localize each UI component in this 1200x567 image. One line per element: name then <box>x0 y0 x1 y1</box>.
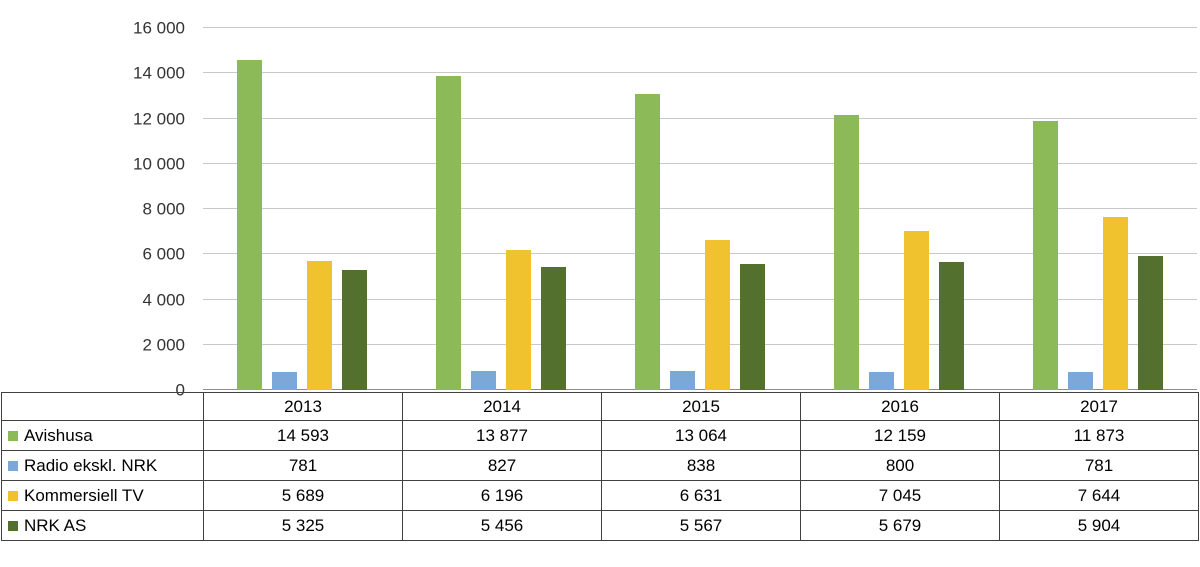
value-cell: 7 045 <box>800 480 1000 511</box>
series-label-cell: Radio ekskl. NRK <box>1 450 204 481</box>
series-name: Avishusa <box>24 425 93 445</box>
bar-radio-ekskl-nrk <box>669 371 695 390</box>
bar-kommersiell-tv <box>506 249 532 390</box>
y-tick-label: 10 000 <box>133 154 185 174</box>
plot-area <box>203 27 1197 390</box>
legend-swatch-avishusa <box>8 430 18 441</box>
year-header-2013: 2013 <box>203 392 403 421</box>
bar-chart: 0 2 000 4 000 6 000 8 000 10 000 12 000 14 000 1… <box>0 20 1197 399</box>
table-head: 2013 2014 2015 2016 2017 <box>1 392 1199 421</box>
value-cell: 13 877 <box>402 420 602 451</box>
value-cell: 7 644 <box>999 480 1199 511</box>
bar-nrk-as <box>739 264 765 390</box>
table-row-avishusa: Avishusa 14 593 13 877 13 064 12 159 11 873 <box>1 420 1199 451</box>
value-cell: 14 593 <box>203 420 403 451</box>
value-cell: 5 325 <box>203 510 403 541</box>
series-label-cell: Avishusa <box>1 420 204 451</box>
bar-avishusa <box>436 76 462 390</box>
table-row-kommersiell-tv: Kommersiell TV 5 689 6 196 6 631 7 045 7 644 <box>1 480 1199 511</box>
bar-group-2014 <box>402 28 601 390</box>
legend-swatch-nrk-as <box>8 520 18 531</box>
value-cell: 838 <box>601 450 801 481</box>
y-tick-label: 0 <box>175 380 185 400</box>
gridline <box>203 343 1197 345</box>
year-header-2014: 2014 <box>402 392 602 421</box>
gridline <box>203 162 1197 164</box>
gridline <box>203 27 1197 28</box>
bar-avishusa <box>237 59 263 390</box>
bar-radio-ekskl-nrk <box>471 371 497 390</box>
bar-groups <box>203 28 1197 390</box>
y-tick-label: 14 000 <box>133 63 185 83</box>
bar-kommersiell-tv <box>704 239 730 390</box>
series-label-cell: Kommersiell TV <box>1 480 204 511</box>
value-cell: 781 <box>999 450 1199 481</box>
value-cell: 5 904 <box>999 510 1199 541</box>
gridline <box>203 253 1197 255</box>
table-row-nrk-as: NRK AS 5 325 5 456 5 567 5 679 5 904 <box>1 510 1199 541</box>
corner-cell <box>1 392 204 421</box>
y-tick-label: 8 000 <box>142 199 185 219</box>
bar-radio-ekskl-nrk <box>1067 372 1093 390</box>
value-cell: 5 679 <box>800 510 1000 541</box>
bar-nrk-as <box>342 269 368 390</box>
y-tick-label: 6 000 <box>142 244 185 264</box>
gridline <box>203 389 1197 390</box>
series-label-cell: NRK AS <box>1 510 204 541</box>
value-cell: 5 567 <box>601 510 801 541</box>
bar-group-2016 <box>799 28 998 390</box>
value-cell: 827 <box>402 450 602 481</box>
value-cell: 6 196 <box>402 480 602 511</box>
y-tick-label: 12 000 <box>133 109 185 128</box>
bar-avishusa <box>1032 121 1058 390</box>
data-table: 2013 2014 2015 2016 2017 Avishusa 14 593 13 87… <box>1 392 1199 541</box>
bar-nrk-as <box>541 266 567 390</box>
bar-avishusa <box>833 114 859 390</box>
value-cell: 781 <box>203 450 403 481</box>
bar-group-2015 <box>601 28 800 390</box>
bar-group-2013 <box>203 28 402 390</box>
series-name: Kommersiell TV <box>24 485 144 505</box>
bar-kommersiell-tv <box>307 261 333 390</box>
y-tick-label: 16 000 <box>133 18 185 38</box>
year-header-2016: 2016 <box>800 392 1000 421</box>
year-header-2017: 2017 <box>999 392 1199 421</box>
gridline <box>203 208 1197 209</box>
gridline <box>203 117 1197 119</box>
bar-nrk-as <box>1137 256 1163 390</box>
bar-kommersiell-tv <box>903 230 929 390</box>
gridline <box>203 298 1197 300</box>
bar-radio-ekskl-nrk <box>868 371 894 390</box>
table-row-radio-ekskl-nrk: Radio ekskl. NRK 781 827 838 800 781 <box>1 450 1199 481</box>
legend-swatch-radio-ekskl-nrk <box>8 460 18 471</box>
y-tick-label: 2 000 <box>142 335 185 355</box>
bar-nrk-as <box>938 261 964 390</box>
year-header-2015: 2015 <box>601 392 801 421</box>
table-body: Avishusa 14 593 13 877 13 064 12 159 11 873 Ra… <box>1 420 1199 541</box>
y-axis: 0 2 000 4 000 6 000 8 000 10 000 12 000 14 000 1… <box>0 20 203 399</box>
series-name: NRK AS <box>24 515 87 535</box>
value-cell: 11 873 <box>999 420 1199 451</box>
bar-avishusa <box>634 94 660 390</box>
bar-kommersiell-tv <box>1102 217 1128 390</box>
bar-radio-ekskl-nrk <box>272 372 298 390</box>
series-name: Radio ekskl. NRK <box>24 455 158 475</box>
value-cell: 5 689 <box>203 480 403 511</box>
y-tick-label: 4 000 <box>142 290 185 309</box>
value-cell: 6 631 <box>601 480 801 511</box>
gridline <box>203 72 1197 74</box>
value-cell: 5 456 <box>402 510 602 541</box>
value-cell: 13 064 <box>601 420 801 451</box>
value-cell: 12 159 <box>800 420 1000 451</box>
bar-group-2017 <box>998 28 1197 390</box>
legend-swatch-kommersiell-tv <box>8 490 18 501</box>
value-cell: 800 <box>800 450 1000 481</box>
year-header-row: 2013 2014 2015 2016 2017 <box>1 392 1199 421</box>
